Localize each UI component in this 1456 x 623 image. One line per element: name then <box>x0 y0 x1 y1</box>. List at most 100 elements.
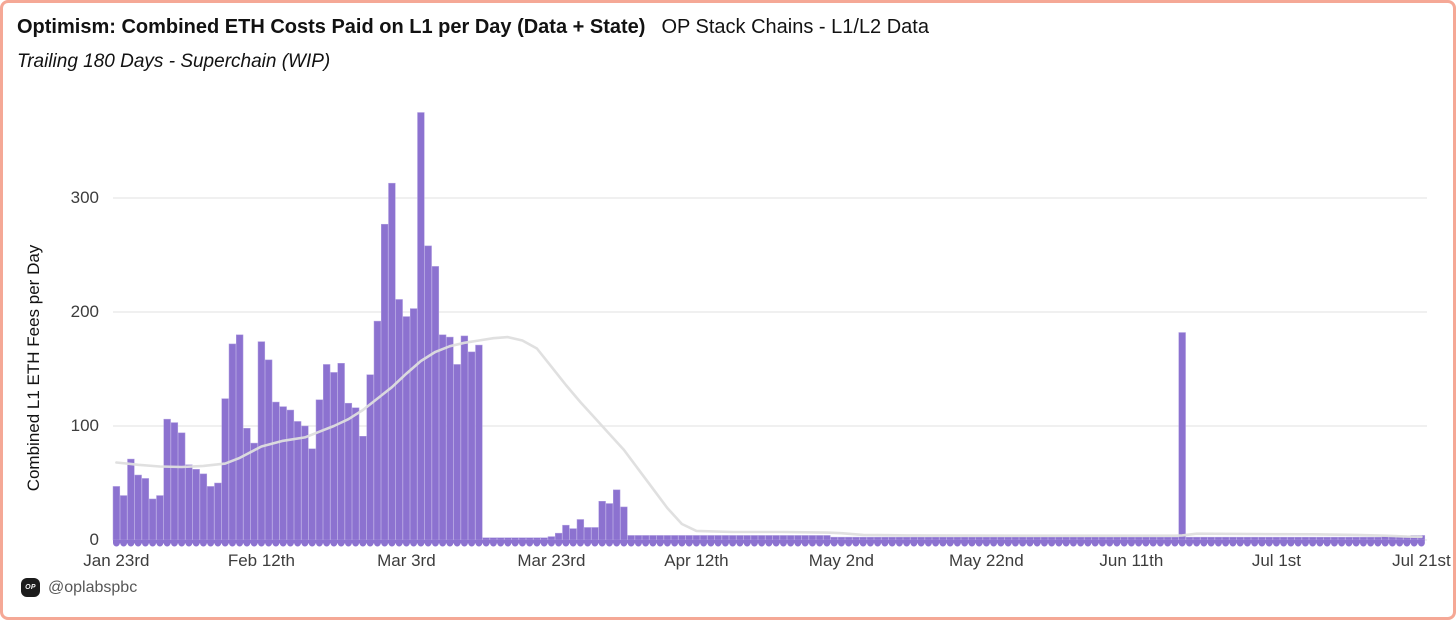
bar <box>475 344 483 541</box>
bar <box>468 351 476 541</box>
bar <box>649 535 657 541</box>
bar <box>243 428 251 541</box>
bar <box>743 535 751 541</box>
bar <box>1280 536 1288 541</box>
bar <box>1055 536 1063 541</box>
bar <box>903 536 911 541</box>
bar <box>120 495 128 541</box>
bar <box>330 372 338 541</box>
chart-plot-area <box>112 112 1427 547</box>
bar <box>852 536 860 541</box>
bar <box>692 535 701 541</box>
bar <box>1301 536 1310 541</box>
bar <box>1396 536 1404 541</box>
bar <box>939 536 947 541</box>
bar <box>402 316 411 541</box>
bar <box>642 535 650 541</box>
bar <box>199 473 208 541</box>
bar <box>1272 536 1281 541</box>
bar <box>352 407 360 541</box>
bar <box>1287 536 1295 541</box>
bar <box>294 421 302 541</box>
bar <box>417 112 425 541</box>
page-title-secondary: OP Stack Chains - L1/L2 Data <box>661 16 929 38</box>
bar <box>750 535 759 541</box>
x-tick-label: Jul 1st <box>1251 551 1301 570</box>
bar <box>308 448 316 541</box>
bar <box>446 336 454 541</box>
bar <box>555 532 563 541</box>
y-tick-label: 200 <box>70 302 99 321</box>
x-tick-label: Mar 23rd <box>517 551 586 570</box>
bar <box>1265 536 1273 541</box>
bar <box>801 535 809 541</box>
bar <box>1048 536 1056 541</box>
bar <box>765 535 773 541</box>
bar <box>1243 536 1252 541</box>
bar <box>1135 536 1143 541</box>
bar <box>1193 536 1201 541</box>
bar <box>1098 536 1107 541</box>
bar <box>729 535 737 541</box>
bar <box>794 535 802 541</box>
bar <box>1113 536 1121 541</box>
bar <box>953 536 962 541</box>
bar <box>1345 536 1353 541</box>
bar <box>1214 536 1223 541</box>
bar <box>1091 536 1099 541</box>
bar <box>874 536 882 541</box>
bar <box>598 500 606 541</box>
bar <box>185 464 193 541</box>
bar <box>1004 536 1012 541</box>
bar <box>787 535 795 541</box>
bar <box>192 469 200 541</box>
bar <box>721 535 730 541</box>
bar <box>1381 536 1389 541</box>
bar <box>1417 535 1426 541</box>
page-subtitle: Trailing 180 Days - Superchain (WIP) <box>17 51 331 72</box>
trend-line <box>115 335 1423 539</box>
bar <box>663 535 672 541</box>
bar <box>424 245 432 541</box>
bar <box>323 364 331 541</box>
bar <box>236 334 244 541</box>
y-tick-label: 0 <box>89 530 99 549</box>
bar <box>207 486 215 541</box>
bar <box>170 422 179 541</box>
bar <box>286 409 295 541</box>
bar <box>214 482 222 541</box>
bar <box>932 536 940 541</box>
bar <box>1120 536 1128 541</box>
bar <box>758 535 766 541</box>
bar <box>620 506 628 541</box>
gridlines <box>113 197 1427 541</box>
bar <box>178 432 186 541</box>
bar <box>859 536 867 541</box>
bar <box>975 536 983 541</box>
y-tick-label: 300 <box>70 188 99 207</box>
bar <box>388 182 396 541</box>
bar <box>1367 536 1375 541</box>
bar <box>1084 536 1092 541</box>
bar <box>526 537 534 541</box>
bar <box>845 536 853 541</box>
bar <box>1388 536 1397 541</box>
bar <box>816 535 824 541</box>
bar <box>1323 536 1331 541</box>
bar <box>656 535 664 541</box>
bar <box>1251 536 1259 541</box>
bar <box>265 359 273 541</box>
bar <box>279 406 287 541</box>
footer-handle: @oplabspbc <box>48 578 138 596</box>
bar <box>1011 536 1020 541</box>
bar <box>1200 536 1208 541</box>
x-tick-label: Jun 11th <box>1099 551 1164 570</box>
bar <box>1033 536 1041 541</box>
bar <box>707 535 715 541</box>
bar <box>1069 536 1078 541</box>
bar <box>584 527 592 541</box>
bar <box>1352 536 1360 541</box>
bar <box>344 402 353 541</box>
bar <box>221 398 229 541</box>
